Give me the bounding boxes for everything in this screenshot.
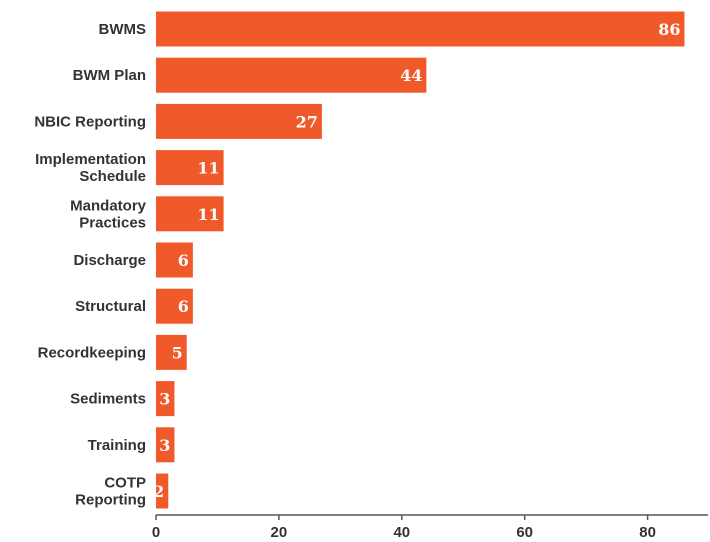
bar-1 <box>156 57 427 93</box>
bar-6 <box>156 288 193 324</box>
bar-value-label-7: 5 <box>172 343 183 362</box>
bar-3 <box>156 150 224 186</box>
category-label-7: Recordkeeping <box>38 344 146 361</box>
bar-2 <box>156 103 322 139</box>
bars-group <box>156 11 685 509</box>
bar-value-label-2: 27 <box>296 112 318 131</box>
category-label-8: Sediments <box>70 391 146 408</box>
bar-value-label-10: 2 <box>153 482 164 501</box>
category-label-4: Mandatory Practices <box>70 197 147 231</box>
bar-value-label-3: 11 <box>197 159 219 178</box>
bar-value-label-1: 44 <box>400 66 422 85</box>
category-labels-group: BWMS BWM Plan NBIC Reporting Implementation… <box>34 21 146 509</box>
value-labels-group: 86 44 27 11 11 6 6 5 3 3 2 <box>153 20 680 501</box>
category-label-2: NBIC Reporting <box>34 113 146 130</box>
bar-9 <box>156 427 175 463</box>
bar-4 <box>156 196 224 232</box>
x-tick-label-2: 40 <box>393 524 410 541</box>
bar-8 <box>156 381 175 417</box>
category-label-10: COTP Reporting <box>75 475 146 509</box>
x-tick-label-3: 60 <box>516 524 533 541</box>
category-label-0: BWMS <box>99 21 147 38</box>
x-tick-label-4: 80 <box>639 524 656 541</box>
bar-value-label-5: 6 <box>178 251 189 270</box>
category-label-5: Discharge <box>73 252 146 269</box>
bar-value-label-0: 86 <box>658 20 680 39</box>
x-tick-label-1: 20 <box>271 524 288 541</box>
bar-value-label-9: 3 <box>159 436 170 455</box>
category-label-1: BWM Plan <box>73 67 146 84</box>
bar-value-label-4: 11 <box>197 205 219 224</box>
bar-7 <box>156 334 187 370</box>
bar-value-label-6: 6 <box>178 297 189 316</box>
x-tick-label-0: 0 <box>152 524 160 541</box>
x-ticks-group: 0 20 40 60 80 <box>152 515 656 541</box>
bar-0 <box>156 11 685 47</box>
category-label-6: Structural <box>75 298 146 315</box>
bar-10 <box>156 473 169 509</box>
category-label-3: Implementation Schedule <box>35 151 146 185</box>
bar-5 <box>156 242 193 278</box>
bar-value-label-8: 3 <box>159 390 170 409</box>
category-label-9: Training <box>88 437 146 454</box>
